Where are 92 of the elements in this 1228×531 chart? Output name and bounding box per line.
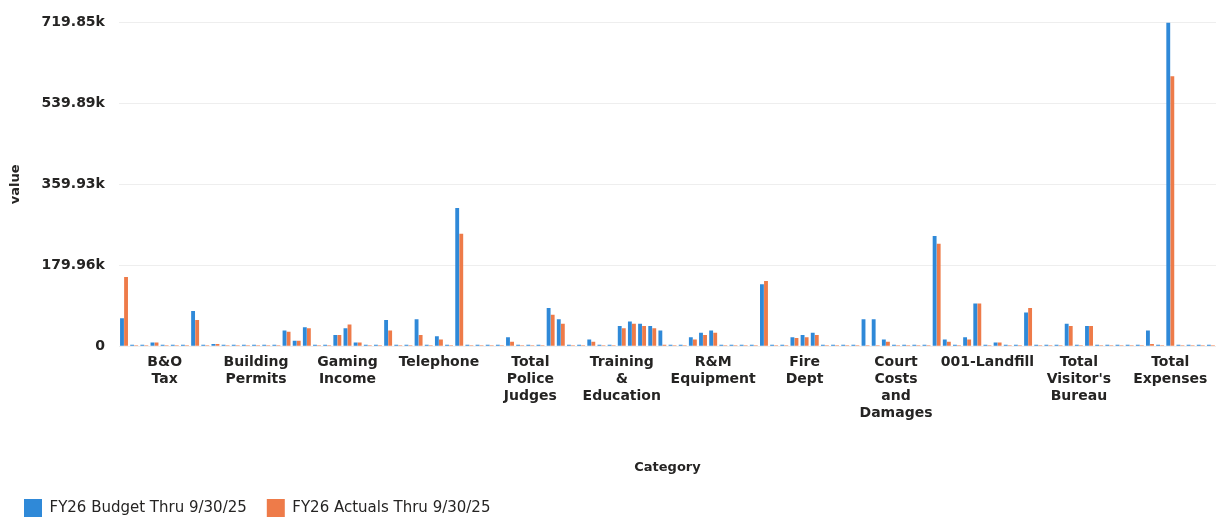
bar (306, 328, 311, 346)
bar (1085, 325, 1089, 346)
bar (638, 323, 642, 346)
bar (804, 337, 809, 346)
bar (760, 284, 764, 346)
bar (455, 208, 460, 346)
bar (506, 337, 510, 346)
bar (292, 340, 297, 346)
bar (658, 330, 663, 346)
bar (560, 323, 565, 346)
bar (885, 341, 890, 346)
bar (871, 319, 876, 346)
x-tick-label: Telephone (398, 353, 480, 370)
x-tick-label: B&O Tax (147, 353, 183, 387)
bar (1089, 325, 1093, 346)
bar (936, 243, 941, 346)
bar (648, 325, 653, 346)
bar (703, 334, 707, 346)
bar (617, 325, 622, 346)
bar (973, 303, 978, 346)
bar (810, 332, 815, 346)
bar (790, 337, 795, 346)
y-tick-label: 179.96k (41, 255, 106, 272)
bar (963, 337, 968, 346)
x-tick-label: Total Police Judges (502, 353, 557, 403)
bar (632, 323, 636, 346)
bar (1146, 330, 1150, 346)
bar (993, 342, 998, 346)
bar (709, 330, 714, 346)
bar (546, 307, 551, 346)
bar (388, 330, 393, 346)
bar (627, 321, 632, 346)
bar (932, 236, 937, 346)
bar (124, 276, 128, 346)
bar (699, 332, 703, 346)
bar (434, 336, 439, 346)
bar (1024, 312, 1028, 346)
bar (764, 280, 768, 346)
bar (1064, 323, 1069, 346)
x-tick-label: Total Visitor's Bureau (1046, 353, 1112, 403)
bar (120, 318, 124, 346)
bar (881, 339, 886, 346)
y-tick-label: 359.93k (41, 174, 106, 191)
y-tick-label: 719.85k (41, 13, 106, 30)
x-tick-label: Total Expenses (1133, 353, 1208, 387)
x-tick-label: Gaming Income (317, 353, 378, 387)
x-tick-label: 001-Landfill (940, 353, 1035, 370)
x-tick-label: Court Costs and Damages (859, 353, 933, 420)
bar (652, 328, 657, 346)
x-tick-label: R&M Equipment (670, 353, 757, 387)
x-tick-label: Training & Education (582, 353, 661, 403)
x-tick-label: Building Permits (223, 353, 289, 387)
bar (587, 339, 592, 346)
legend-label: FY26 Budget Thru 9/30/25 (49, 497, 247, 516)
bar (550, 314, 555, 346)
bar (997, 342, 1002, 346)
bar (977, 303, 982, 346)
bar (1028, 307, 1033, 346)
bar (357, 342, 362, 346)
bar (302, 327, 307, 346)
y-axis-title: value (7, 164, 23, 205)
bar (418, 334, 423, 346)
x-axis-title: Category (634, 458, 702, 474)
bar (556, 319, 561, 346)
bar (337, 334, 342, 346)
bar (333, 334, 338, 346)
x-tick-label: Fire Dept (785, 353, 824, 387)
y-tick-label: 0 (95, 336, 106, 353)
y-tick-label: 539.89k (41, 93, 106, 110)
bar (946, 341, 951, 346)
bar (510, 341, 514, 346)
bar (692, 339, 697, 346)
bar (942, 339, 947, 346)
bar (459, 233, 464, 346)
bar (713, 332, 718, 346)
bar (642, 325, 647, 346)
bar (439, 339, 443, 346)
bar (286, 331, 291, 346)
bar (688, 337, 693, 346)
bar (814, 334, 819, 346)
bar (967, 339, 972, 346)
bar (621, 328, 626, 346)
bar (296, 340, 301, 346)
bar (1166, 22, 1171, 346)
bar (195, 320, 200, 346)
bar (353, 342, 358, 346)
bar (1068, 325, 1073, 346)
bar (384, 320, 389, 346)
bar (191, 311, 196, 346)
bar (591, 341, 596, 346)
bar (1170, 76, 1175, 346)
legend-label: FY26 Actuals Thru 9/30/25 (292, 497, 491, 516)
